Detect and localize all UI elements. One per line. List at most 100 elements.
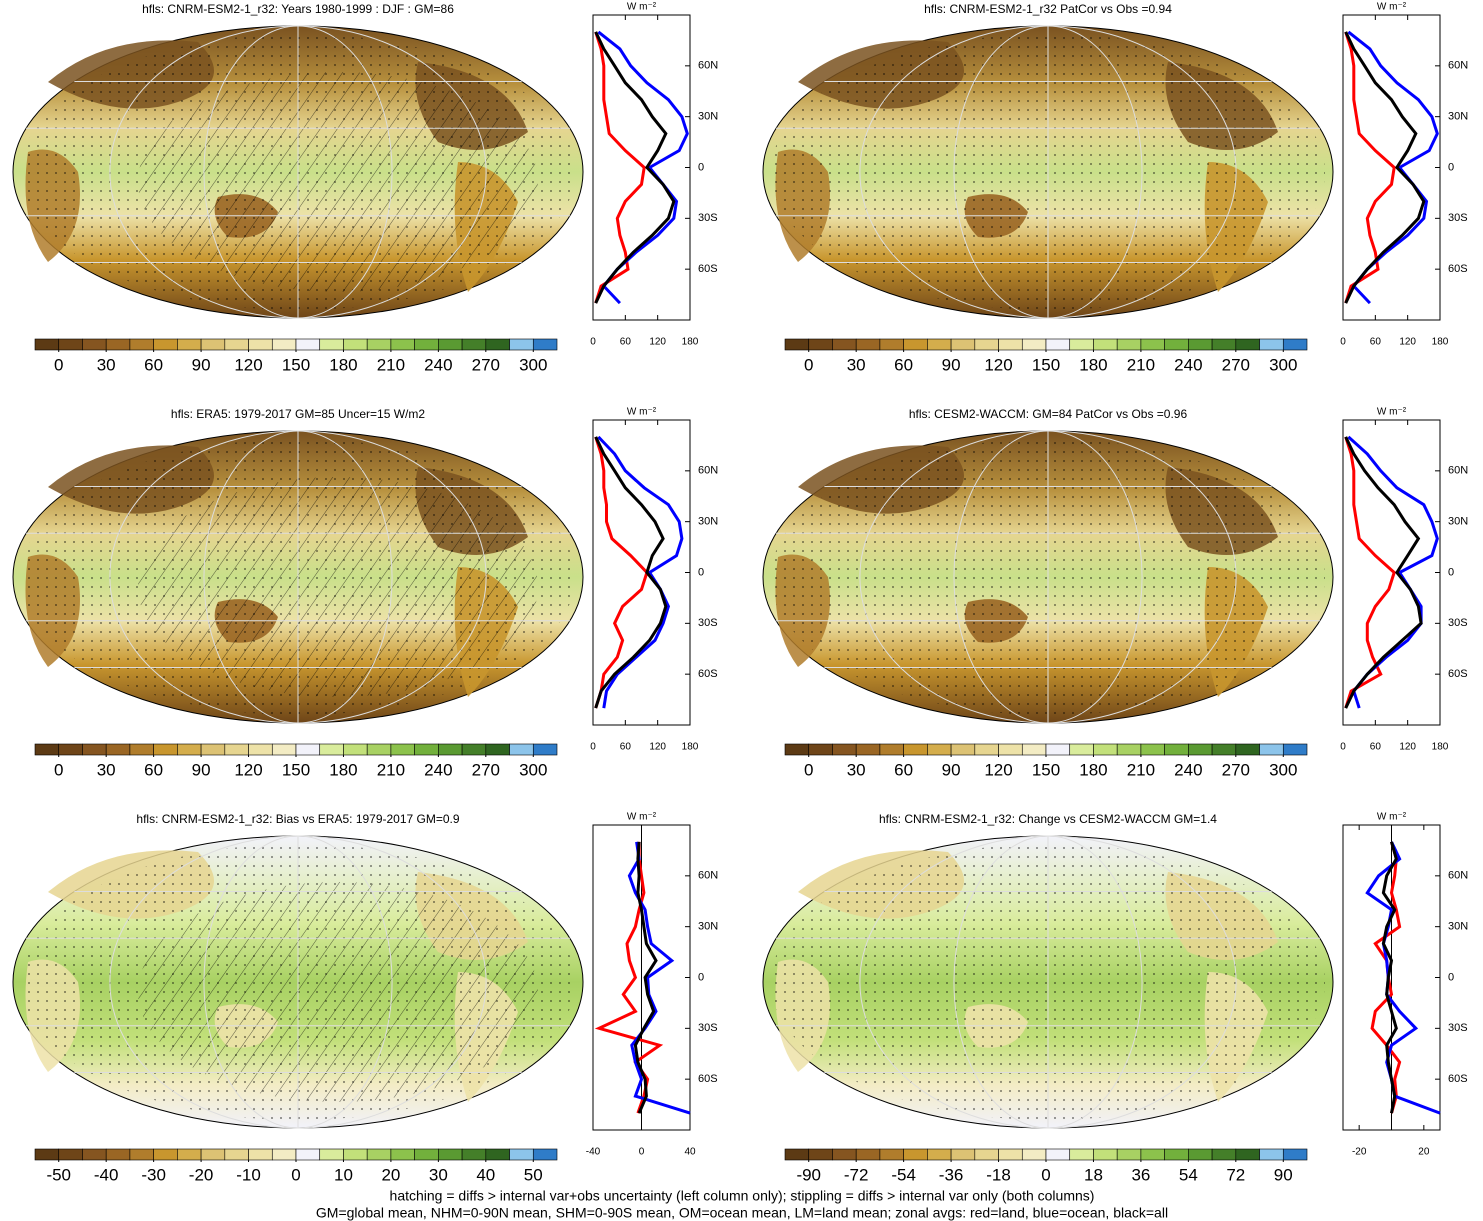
colorbar-label: 60 <box>894 355 913 374</box>
map <box>762 835 1334 1129</box>
colorbar-label: 90 <box>942 760 961 779</box>
map <box>12 25 584 319</box>
colorbar-label: 240 <box>1174 760 1202 779</box>
colorbar-box <box>950 338 976 351</box>
x-tick-label: 20 <box>1418 1147 1430 1158</box>
y-tick-label: 60S <box>698 668 718 680</box>
colorbar-box <box>903 1148 928 1161</box>
colorbar-box <box>414 338 439 351</box>
colorbar-box <box>1164 743 1189 756</box>
y-tick-label: 30N <box>1448 516 1468 528</box>
zonal-line <box>1344 436 1423 709</box>
colorbar-box <box>832 743 857 756</box>
colorbar-box <box>974 1148 999 1161</box>
colorbar-box <box>1282 1148 1308 1161</box>
colorbar-label: 180 <box>1079 760 1107 779</box>
colorbar-label: 18 <box>1084 1165 1103 1184</box>
zonal-frame <box>592 419 691 726</box>
colorbar-box <box>461 1148 487 1161</box>
map <box>762 430 1334 724</box>
colorbar-box <box>879 1148 904 1161</box>
colorbar-label: -18 <box>986 1165 1011 1184</box>
x-tick-label: 120 <box>649 742 666 753</box>
colorbar-box <box>1164 338 1189 351</box>
colorbar-label: 300 <box>1269 760 1297 779</box>
colorbar-box <box>248 338 273 351</box>
y-tick-label: 30S <box>1448 212 1468 224</box>
colorbar-box <box>153 743 178 756</box>
colorbar-box <box>366 1148 392 1161</box>
colorbar-box <box>295 338 321 351</box>
colorbar-label: 0 <box>804 355 813 374</box>
colorbar-label: 90 <box>1274 1165 1293 1184</box>
colorbar-label: -30 <box>141 1165 166 1184</box>
x-tick-label: -20 <box>1352 1147 1367 1158</box>
x-tick-label: 180 <box>1432 742 1449 753</box>
y-tick-label: 60N <box>698 870 718 882</box>
y-tick-label: 30N <box>698 921 718 933</box>
colorbar-box <box>82 743 107 756</box>
colorbar-box <box>1021 338 1047 351</box>
colorbar-box <box>532 1148 558 1161</box>
colorbar-label: 120 <box>234 355 262 374</box>
colorbar-box <box>1069 338 1094 351</box>
colorbar-box <box>366 743 392 756</box>
colorbar-label: 150 <box>282 760 310 779</box>
footnote: GM=global mean, NHM=0-90N mean, SHM=0-90… <box>316 1205 1168 1221</box>
colorbar-label: 0 <box>291 1165 300 1184</box>
colorbar-box <box>998 1148 1023 1161</box>
colorbar-label: 30 <box>429 1165 448 1184</box>
colorbar-label: 240 <box>424 760 452 779</box>
colorbar-label: 210 <box>377 760 405 779</box>
colorbar-box <box>808 1148 833 1161</box>
colorbar-box <box>1069 1148 1094 1161</box>
colorbar-box <box>1116 743 1142 756</box>
zonal-line <box>1344 31 1426 304</box>
colorbar-box <box>855 743 881 756</box>
colorbar-box <box>438 338 463 351</box>
colorbar-label: 120 <box>984 760 1012 779</box>
colorbar-box <box>105 1148 131 1161</box>
panel-title: hfls: CNRM-ESM2-1_r32: Bias vs ERA5: 197… <box>136 812 459 826</box>
colorbar-box <box>438 743 463 756</box>
colorbar-box <box>808 743 833 756</box>
panel-title: hfls: CNRM-ESM2-1_r32 PatCor vs Obs =0.9… <box>924 2 1172 16</box>
colorbar-box <box>832 338 857 351</box>
colorbar-label: 270 <box>472 355 500 374</box>
zonal-frame <box>1342 14 1441 321</box>
panel-title: hfls: CESM2-WACCM: GM=84 PatCor vs Obs =… <box>909 407 1188 421</box>
x-tick-label: 40 <box>684 1147 696 1158</box>
colorbar-label: -20 <box>189 1165 214 1184</box>
colorbar-box <box>509 338 534 351</box>
y-tick-label: 60S <box>1448 263 1468 275</box>
x-tick-label: 60 <box>1370 337 1382 348</box>
zonal-line <box>627 841 691 1115</box>
x-tick-label: 180 <box>682 337 699 348</box>
colorbar-label: -10 <box>236 1165 261 1184</box>
colorbar-box <box>1188 338 1213 351</box>
unit-label: W m⁻² <box>1377 407 1407 418</box>
colorbar-label: -72 <box>844 1165 869 1184</box>
colorbar-box <box>414 743 439 756</box>
unit-label: W m⁻² <box>627 407 657 418</box>
colorbar-box <box>271 1148 297 1161</box>
colorbar-label: 150 <box>1032 760 1060 779</box>
colorbar-box <box>1211 743 1237 756</box>
colorbar-label: 72 <box>1226 1165 1245 1184</box>
colorbar-box <box>177 743 202 756</box>
colorbar-box <box>58 1148 83 1161</box>
colorbar-label: -90 <box>796 1165 821 1184</box>
colorbar-box <box>950 1148 976 1161</box>
colorbar-label: 240 <box>1174 355 1202 374</box>
colorbar-box <box>1045 743 1071 756</box>
colorbar-box <box>1140 1148 1165 1161</box>
colorbar-box <box>414 1148 439 1161</box>
colorbar-label: 180 <box>1079 355 1107 374</box>
x-tick-label: 0 <box>590 337 596 348</box>
colorbar-label: 300 <box>519 355 547 374</box>
panel-title: hfls: CNRM-ESM2-1_r32: Years 1980-1999 :… <box>142 2 454 16</box>
y-tick-label: 60S <box>1448 668 1468 680</box>
colorbar-box <box>509 1148 534 1161</box>
zonal-line <box>594 436 668 709</box>
y-tick-label: 30S <box>1448 1022 1468 1034</box>
